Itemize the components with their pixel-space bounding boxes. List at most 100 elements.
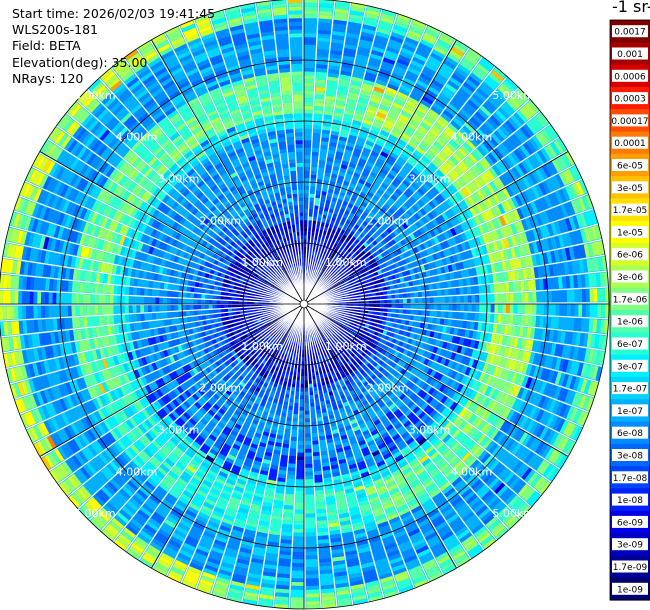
ppi-cell	[492, 323, 498, 333]
ppi-cell	[426, 25, 441, 35]
ppi-cell	[539, 381, 547, 394]
ppi-cell	[558, 373, 566, 386]
ppi-cell	[455, 287, 460, 295]
ppi-cell	[350, 583, 365, 590]
ppi-cell	[220, 492, 231, 500]
ppi-cell	[420, 440, 432, 452]
ppi-cell	[486, 183, 495, 194]
ppi-cell	[236, 420, 244, 427]
ppi-cell	[295, 387, 300, 392]
ppi-cell	[324, 99, 335, 108]
ppi-cell	[247, 510, 260, 524]
ppi-cell	[500, 420, 512, 434]
ppi-cell	[481, 322, 486, 332]
ppi-cell	[435, 521, 448, 531]
ppi-cell	[415, 252, 422, 260]
ppi-cell	[479, 81, 494, 96]
ppi-cell	[336, 593, 351, 600]
ppi-cell	[142, 483, 153, 494]
ppi-cell	[177, 552, 191, 562]
ppi-cell	[369, 399, 381, 413]
ppi-cell	[442, 326, 448, 334]
ppi-cell	[392, 127, 402, 135]
ppi-cell	[353, 330, 359, 335]
ppi-cell	[531, 215, 540, 227]
ppi-cell	[483, 424, 493, 435]
ppi-cell	[277, 477, 286, 483]
ppi-cell	[343, 388, 351, 398]
ppi-cell	[463, 538, 477, 549]
ppi-cell	[328, 208, 334, 214]
ppi-cell	[240, 500, 251, 507]
ppi-cell	[287, 378, 293, 384]
ppi-cell	[304, 189, 310, 194]
ppi-cell	[239, 468, 250, 478]
ppi-cell	[583, 380, 592, 394]
ppi-cell	[283, 324, 288, 328]
ppi-cell	[429, 229, 436, 238]
ppi-cell	[319, 276, 326, 284]
ppi-cell	[333, 198, 343, 215]
ppi-cell	[416, 105, 428, 115]
ppi-cell	[449, 426, 459, 436]
ppi-cell	[237, 478, 247, 486]
ppi-cell	[158, 528, 171, 539]
ppi-cell	[285, 324, 289, 329]
ppi-cell	[349, 576, 363, 583]
ppi-cell	[321, 462, 330, 467]
ppi-cell	[575, 181, 585, 196]
ppi-cell	[384, 590, 399, 598]
ppi-cell	[304, 243, 307, 247]
ppi-cell	[315, 489, 324, 495]
ppi-cell	[321, 408, 327, 414]
ppi-cell	[451, 391, 460, 401]
ppi-cell	[543, 382, 558, 398]
ppi-cell	[162, 546, 178, 559]
ppi-cell	[558, 317, 575, 331]
ppi-cell	[382, 165, 391, 173]
ppi-cell	[543, 304, 548, 315]
ppi-cell	[457, 64, 471, 75]
ppi-cell	[280, 330, 284, 335]
ppi-cell	[473, 481, 485, 493]
ppi-cell	[89, 518, 103, 531]
ppi-cell	[317, 523, 328, 529]
ppi-cell	[406, 298, 411, 304]
ppi-cell	[394, 454, 404, 462]
ppi-cell	[521, 467, 533, 480]
ppi-cell	[317, 167, 325, 180]
ppi-cell	[339, 430, 347, 437]
ppi-cell	[317, 338, 322, 343]
ppi-cell	[144, 480, 156, 491]
ppi-cell	[380, 206, 388, 213]
ppi-cell	[195, 548, 209, 557]
ppi-cell	[323, 114, 333, 120]
ppi-cell	[527, 279, 537, 291]
ppi-cell	[568, 184, 578, 199]
ppi-cell	[346, 428, 355, 438]
ppi-cell	[357, 238, 366, 247]
ppi-cell	[604, 288, 609, 302]
ppi-cell	[315, 79, 326, 84]
ppi-cell	[365, 485, 377, 496]
ppi-cell	[281, 408, 288, 414]
ppi-cell	[248, 572, 262, 579]
ppi-cell	[391, 406, 399, 413]
ppi-cell	[327, 211, 333, 217]
ppi-cell	[593, 288, 598, 302]
ppi-cell	[562, 169, 575, 185]
ppi-cell	[409, 233, 416, 241]
ppi-cell	[285, 420, 292, 426]
ppi-cell	[413, 212, 421, 221]
ppi-cell	[309, 193, 315, 198]
ppi-cell	[398, 293, 403, 299]
ppi-cell	[392, 229, 400, 237]
ppi-cell	[406, 309, 411, 315]
ppi-cell	[385, 259, 395, 267]
ppi-cell	[278, 324, 283, 329]
ppi-cell	[343, 197, 350, 203]
ppi-cell	[428, 345, 435, 353]
ppi-cell	[327, 514, 338, 520]
ppi-cell	[254, 492, 264, 498]
ppi-cell	[297, 372, 301, 377]
